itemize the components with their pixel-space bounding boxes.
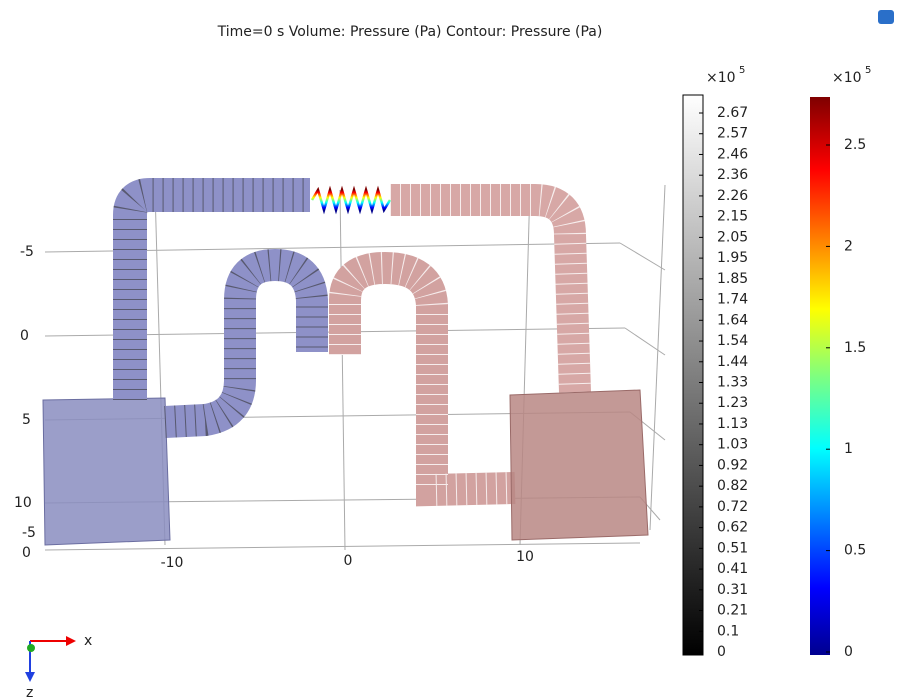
colorbar-tick-label: 1 xyxy=(844,441,853,457)
colorbar-tick-label: 2.05 xyxy=(717,229,748,245)
colorbar-tick-label: 0.31 xyxy=(717,582,748,598)
colorbar-exponent: 5 xyxy=(865,65,871,76)
plot-title: Time=0 s Volume: Pressure (Pa) Contour: … xyxy=(217,24,603,40)
colorbar-tick-label: 2.36 xyxy=(717,167,748,183)
axis-label: -5 xyxy=(20,244,34,260)
colorbar-tick-label: 0.82 xyxy=(717,478,748,494)
colorbar-tick-label: 2.46 xyxy=(717,146,748,162)
colorbar-tick-label: 1.95 xyxy=(717,250,748,266)
colorbar-multiplier: ×10 xyxy=(706,70,736,86)
colorbar-tick-label: 0.5 xyxy=(844,543,866,559)
axis-label: 10 xyxy=(516,549,534,565)
triad: x z xyxy=(25,633,92,700)
axis-label: 10 xyxy=(14,495,32,511)
colorbar-tick-label: 0.41 xyxy=(717,561,748,577)
colorbar-tick-label: 0 xyxy=(844,644,853,660)
axis-label: 0 xyxy=(22,545,31,561)
colorbar-tick-label: 2.57 xyxy=(717,126,748,142)
colorbar-tick-label: 1.5 xyxy=(844,340,866,356)
axis-labels: -5 0 5 10 -5 0 -10 0 10 xyxy=(14,244,534,571)
triad-label: z xyxy=(26,685,33,700)
axis-label: 0 xyxy=(344,553,353,569)
colorbar-exponent: 5 xyxy=(739,65,745,76)
colorbar-tick-label: 1.54 xyxy=(717,333,748,349)
axis-label: -5 xyxy=(22,525,36,541)
triad-label: x xyxy=(84,633,92,649)
colorbar xyxy=(682,94,704,656)
colorbar-tick-label: 1.33 xyxy=(717,375,748,391)
colorbar-tick-label: 0.62 xyxy=(717,520,748,536)
colorbar-tick-label: 1.85 xyxy=(717,271,748,287)
axis-label: -10 xyxy=(161,555,184,571)
colorbar-tick-label: 1.64 xyxy=(717,312,748,328)
colorbar-tick-label: 1.23 xyxy=(717,395,748,411)
colorbar-tick-label: 1.44 xyxy=(717,354,748,370)
colorbar-tick-label: 2.67 xyxy=(717,105,748,121)
colorbar-tick-label: 1.13 xyxy=(717,416,748,432)
colorbar-tick-label: 0.51 xyxy=(717,540,748,556)
colorbar-tick-label: 2.5 xyxy=(844,137,866,153)
toolbar-icon[interactable] xyxy=(878,10,894,24)
colorbar-tick-label: 2.15 xyxy=(717,209,748,225)
colorbar-multiplier: ×10 xyxy=(832,70,862,86)
colorbar-tick-label: 0.21 xyxy=(717,603,748,619)
axis-label: 5 xyxy=(22,412,31,428)
colorbar-tick-label: 2 xyxy=(844,238,853,254)
colorbar-tick-label: 1.74 xyxy=(717,292,748,308)
colorbar-tick-label: 0.72 xyxy=(717,499,748,515)
geometry xyxy=(42,178,649,546)
colorbar-tick-label: 0.92 xyxy=(717,457,748,473)
axis-label: 0 xyxy=(20,328,29,344)
colorbar-tick-label: 0 xyxy=(717,644,726,660)
colorbar-tick-label: 0.1 xyxy=(717,623,739,639)
colorbar-labels: ×10 52.672.572.462.362.262.152.051.951.85… xyxy=(699,65,871,660)
colorbar xyxy=(810,97,830,655)
colorbar-tick-label: 1.03 xyxy=(717,437,748,453)
colorbar-tick-label: 2.26 xyxy=(717,188,748,204)
